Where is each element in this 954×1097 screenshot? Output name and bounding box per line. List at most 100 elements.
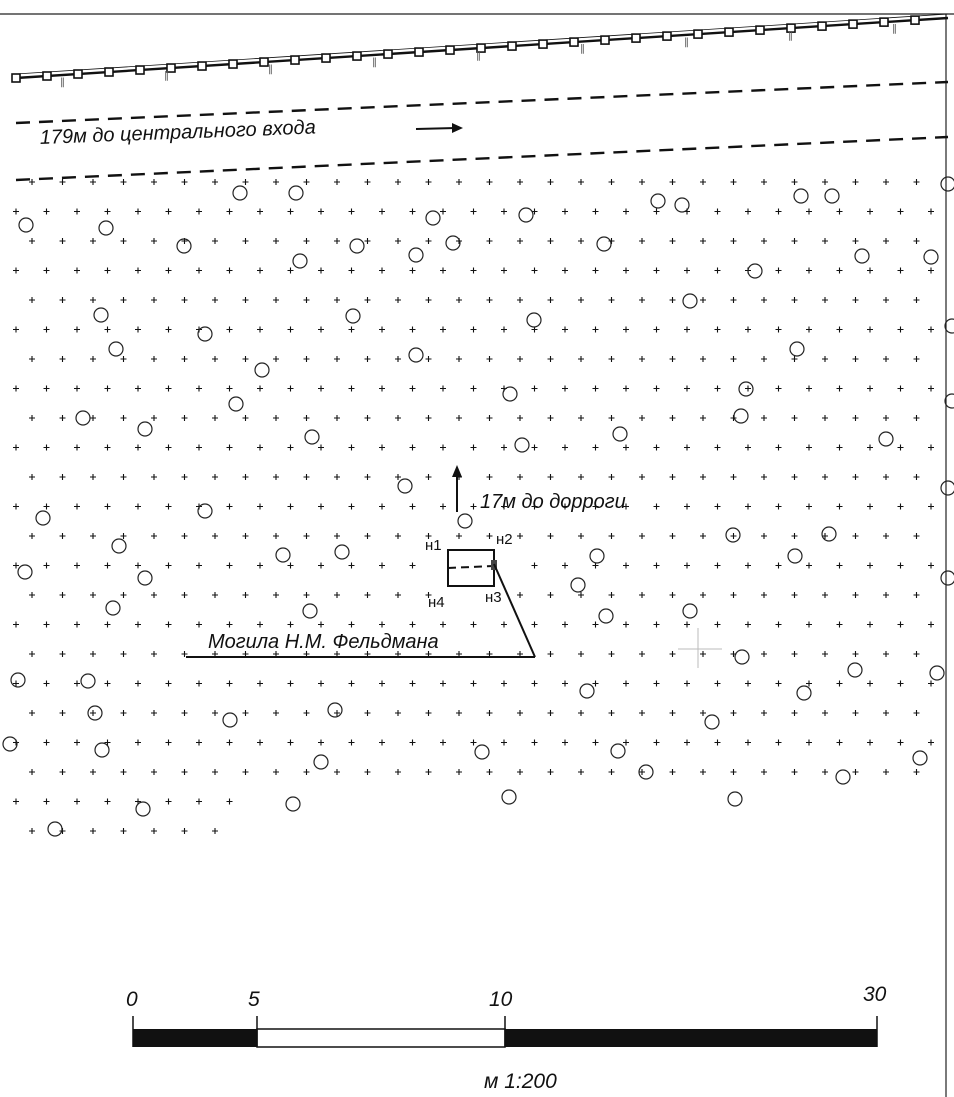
grave-cross-icon (669, 179, 676, 185)
grave-cross-icon (13, 326, 19, 333)
grave-cross-icon (470, 621, 477, 628)
grave-cross-icon (852, 710, 859, 716)
grave-cross-icon (348, 208, 355, 215)
fence-post-icon (197, 61, 207, 71)
grave-crosses (13, 179, 934, 834)
grave-cross-icon (517, 710, 523, 716)
grave-cross-icon (151, 238, 157, 244)
grave-plot (447, 549, 536, 658)
grave-circle-icon (98, 220, 114, 236)
grave-cross-icon (226, 621, 233, 628)
grave-cross-icon (730, 356, 737, 362)
scale-tick-30: 30 (863, 983, 887, 1006)
grave-cross-icon (562, 503, 568, 510)
grave-cross-icon (791, 474, 798, 480)
grave-cross-icon (486, 710, 493, 716)
grave-cross-icon (29, 415, 35, 421)
grave-circle-icon (105, 600, 121, 616)
grave-cross-icon (334, 415, 340, 421)
grave-cross-icon (700, 238, 706, 244)
grave-cross-icon (836, 326, 843, 333)
grave-cross-icon (242, 710, 249, 716)
grave-circle-icon (288, 185, 304, 201)
grave-cross-icon (409, 326, 416, 333)
grave-cross-icon (165, 680, 172, 687)
grave-cross-icon (273, 592, 279, 598)
grave-cross-icon (181, 828, 188, 834)
grave-cross-icon (409, 739, 416, 746)
grave-cross-icon (669, 297, 676, 303)
grave-cross-icon (639, 592, 645, 598)
grave-cross-icon (562, 680, 568, 687)
grave-cross-icon (29, 179, 35, 185)
grave-cross-icon (883, 710, 889, 716)
grave-cross-icon (791, 769, 798, 775)
grave-circle-icon (197, 326, 213, 342)
grave-cross-icon (470, 444, 477, 451)
grave-cross-icon (836, 562, 843, 569)
grave-cross-icon (806, 680, 812, 687)
grave-cross-icon (165, 562, 172, 569)
grave-circle-icon (596, 236, 612, 252)
grave-cross-icon (135, 503, 141, 510)
grave-cross-icon (181, 592, 188, 598)
grave-cross-icon (486, 415, 493, 421)
point-label-n1: н1 (425, 537, 442, 554)
grave-cross-icon (151, 651, 157, 657)
grave-cross-icon (592, 503, 599, 510)
grave-cross-icon (761, 592, 767, 598)
grave-cross-icon (822, 769, 828, 775)
grave-circle-icon (137, 421, 153, 437)
fence-post-icon (600, 35, 610, 45)
grave-cross-icon (395, 179, 401, 185)
grave-cross-icon (730, 179, 737, 185)
grave-cross-icon (623, 739, 629, 746)
grave-cross-icon (425, 592, 432, 598)
grave-cross-icon (440, 444, 446, 451)
grave-circle-icon (222, 712, 238, 728)
grave-cross-icon (470, 503, 477, 510)
grave-cross-icon (425, 238, 432, 244)
grave-cross-icon (791, 297, 798, 303)
grave-cross-icon (90, 474, 96, 480)
grave-cross-icon (852, 179, 859, 185)
grave-cross-icon (653, 621, 660, 628)
grave-circle-icon (302, 603, 318, 619)
grave-cross-icon (730, 592, 737, 598)
grave-cross-icon (897, 267, 904, 274)
grave-cross-icon (562, 562, 568, 569)
grave-cross-icon (303, 533, 310, 539)
grave-cross-icon (531, 621, 538, 628)
grave-circle-icon (285, 796, 301, 812)
grave-cross-icon (531, 739, 538, 746)
fence-post-icon (631, 33, 641, 43)
grave-cross-icon (578, 710, 584, 716)
grave-cross-icon (59, 769, 66, 775)
grave-circle-icon (589, 548, 605, 564)
grave-cross-icon (791, 710, 798, 716)
grave-cross-icon (242, 356, 249, 362)
grave-cross-icon (928, 739, 934, 746)
grave-cross-icon (226, 267, 233, 274)
grave-cross-icon (852, 592, 859, 598)
grave-cross-icon (151, 179, 157, 185)
grave-cross-icon (775, 680, 782, 687)
grave-cross-icon (684, 444, 690, 451)
grave-cross-icon (867, 503, 873, 510)
grave-circle-icon (940, 480, 954, 496)
grave-cross-icon (120, 179, 127, 185)
grave-cross-icon (303, 415, 310, 421)
grave-cross-icon (226, 326, 233, 333)
grave-cross-icon (212, 710, 218, 716)
grave-circle-icon (738, 381, 754, 397)
grave-circle-icon (80, 673, 96, 689)
grave-cross-icon (501, 267, 507, 274)
grave-cross-icon (273, 415, 279, 421)
grave-cross-icon (379, 326, 385, 333)
grave-cross-icon (409, 267, 416, 274)
grave-cross-icon (913, 356, 920, 362)
grave-cross-icon (135, 208, 141, 215)
grave-cross-icon (486, 474, 493, 480)
grave-cross-icon (120, 769, 127, 775)
